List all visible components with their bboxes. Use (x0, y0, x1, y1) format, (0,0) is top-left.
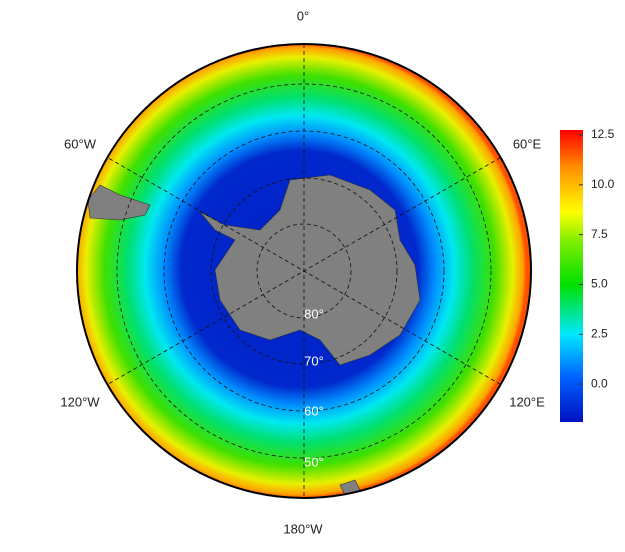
graticule (107, 44, 501, 498)
antarctica (199, 174, 421, 366)
latitude-label: 60° (304, 403, 324, 418)
longitude-label: 0° (297, 8, 309, 23)
colorbar-tick-label: 0.0 (591, 376, 608, 390)
colorbar-tick-label: 7.5 (591, 227, 608, 241)
colorbar-tick-label: 12.5 (591, 127, 615, 141)
latitude-label: 50° (304, 454, 324, 469)
map-border (76, 43, 532, 499)
longitude-label: 60°E (513, 136, 542, 151)
longitude-label: 120°E (509, 394, 545, 409)
colorbar-tick-label: 5.0 (591, 277, 608, 291)
latitude-label: 80° (304, 306, 324, 321)
longitude-label: 60°W (64, 136, 97, 151)
colorbar-tick-label: 2.5 (591, 326, 608, 340)
latitude-label: 70° (304, 353, 324, 368)
colorbar (560, 130, 583, 422)
south-america (87, 184, 151, 221)
longitude-label: 180°W (283, 521, 323, 536)
colorbar-tick-label: 10.0 (591, 177, 615, 191)
longitude-label: 120°W (60, 394, 100, 409)
